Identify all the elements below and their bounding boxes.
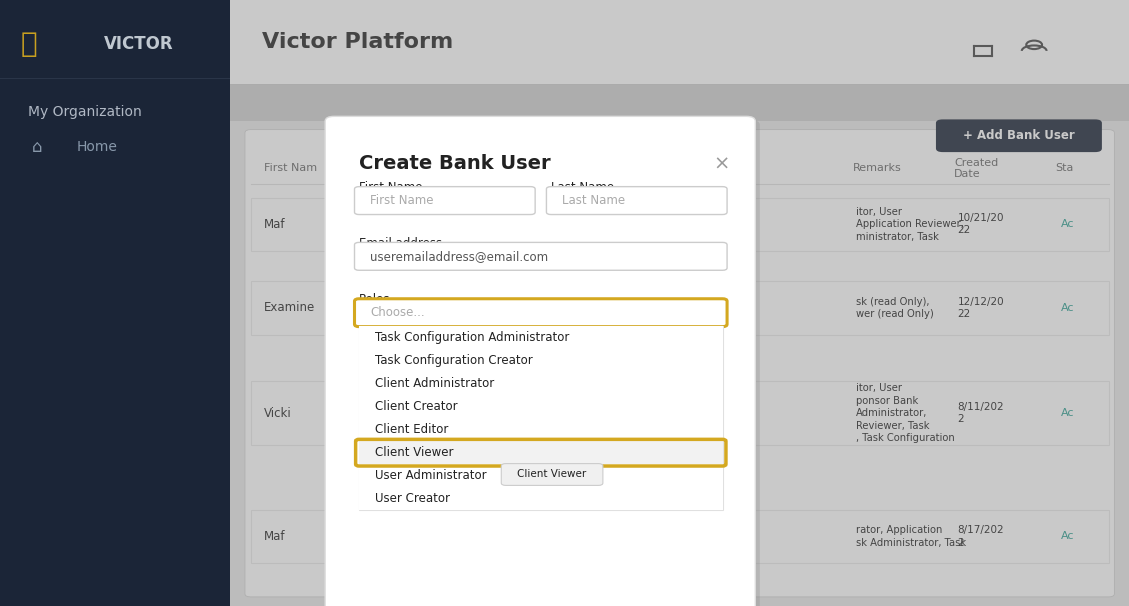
Text: Examine: Examine <box>264 301 315 315</box>
FancyBboxPatch shape <box>355 242 727 270</box>
Text: User Administrator: User Administrator <box>375 469 487 482</box>
Text: VICTOR: VICTOR <box>104 35 174 53</box>
Text: ⌂: ⌂ <box>32 138 42 156</box>
Text: Ac: Ac <box>1061 531 1075 541</box>
Text: Email address: Email address <box>359 237 443 250</box>
Text: First Nam: First Nam <box>264 164 317 173</box>
FancyBboxPatch shape <box>245 130 1114 597</box>
FancyBboxPatch shape <box>0 0 230 606</box>
Text: Ac: Ac <box>1061 303 1075 313</box>
FancyBboxPatch shape <box>0 78 230 79</box>
FancyBboxPatch shape <box>936 119 1102 152</box>
Text: ⛩: ⛩ <box>20 30 37 58</box>
Text: Last Name: Last Name <box>551 181 614 194</box>
Text: ×: × <box>714 154 729 173</box>
Text: Home: Home <box>77 140 117 155</box>
Text: itor, User
ponsor Bank
Administrator,
Reviewer, Task
, Task Configuration: itor, User ponsor Bank Administrator, Re… <box>856 384 954 443</box>
FancyBboxPatch shape <box>359 349 723 372</box>
FancyBboxPatch shape <box>501 464 603 485</box>
FancyBboxPatch shape <box>251 382 1109 445</box>
Text: First Name: First Name <box>359 181 422 194</box>
Text: 8/11/202
2: 8/11/202 2 <box>957 402 1004 424</box>
Text: Roles: Roles <box>359 293 391 306</box>
Text: Client Administrator: Client Administrator <box>375 377 495 390</box>
Text: + Add Bank User: + Add Bank User <box>963 129 1075 142</box>
Text: Client Viewer: Client Viewer <box>375 446 454 459</box>
Text: Victor Platform: Victor Platform <box>262 32 453 52</box>
Text: Choose...: Choose... <box>370 306 425 319</box>
FancyBboxPatch shape <box>359 464 723 487</box>
FancyBboxPatch shape <box>359 395 723 418</box>
Text: Maf: Maf <box>264 530 286 543</box>
Text: Client Viewer: Client Viewer <box>517 470 587 479</box>
Text: 10/21/20
22: 10/21/20 22 <box>957 213 1004 235</box>
Text: My Organization: My Organization <box>28 105 142 119</box>
Text: Ac: Ac <box>1061 219 1075 229</box>
FancyBboxPatch shape <box>359 326 723 349</box>
Text: useremailaddress@email.com: useremailaddress@email.com <box>370 250 549 263</box>
FancyBboxPatch shape <box>355 299 727 327</box>
Text: Task Configuration Administrator: Task Configuration Administrator <box>375 331 569 344</box>
FancyBboxPatch shape <box>359 372 723 395</box>
FancyBboxPatch shape <box>251 153 1109 184</box>
FancyBboxPatch shape <box>230 85 1129 121</box>
FancyBboxPatch shape <box>359 487 723 510</box>
FancyBboxPatch shape <box>355 187 535 215</box>
Text: Client Creator: Client Creator <box>375 400 457 413</box>
FancyBboxPatch shape <box>546 187 727 215</box>
Text: sk (read Only),
wer (read Only): sk (read Only), wer (read Only) <box>856 297 934 319</box>
FancyBboxPatch shape <box>325 116 755 606</box>
FancyBboxPatch shape <box>251 198 1109 251</box>
Text: Sta: Sta <box>1056 164 1074 173</box>
FancyBboxPatch shape <box>230 0 1129 606</box>
FancyBboxPatch shape <box>230 0 1129 606</box>
Text: Create Bank User: Create Bank User <box>359 154 551 173</box>
Text: rator, Application
sk Administrator, Task: rator, Application sk Administrator, Tas… <box>856 525 966 547</box>
Text: 12/12/20
22: 12/12/20 22 <box>957 297 1004 319</box>
FancyBboxPatch shape <box>359 441 723 464</box>
Text: Last Name: Last Name <box>562 194 625 207</box>
FancyBboxPatch shape <box>359 418 723 441</box>
Text: Client Editor: Client Editor <box>375 423 448 436</box>
Text: Vicki: Vicki <box>264 407 292 420</box>
Text: Task Configuration Creator: Task Configuration Creator <box>375 354 533 367</box>
Text: 8/17/202
2: 8/17/202 2 <box>957 525 1004 547</box>
FancyBboxPatch shape <box>230 84 1129 85</box>
FancyBboxPatch shape <box>330 120 760 606</box>
FancyBboxPatch shape <box>251 510 1109 563</box>
FancyBboxPatch shape <box>251 281 1109 335</box>
Text: Maf: Maf <box>264 218 286 231</box>
Text: itor, User
Application Reviewer,
ministrator, Task: itor, User Application Reviewer, ministr… <box>856 207 964 242</box>
Text: Ac: Ac <box>1061 408 1075 418</box>
FancyBboxPatch shape <box>359 326 723 510</box>
Text: User Creator: User Creator <box>375 492 449 505</box>
FancyBboxPatch shape <box>230 0 1129 84</box>
Text: Created
Date: Created Date <box>954 158 998 179</box>
Text: Remarks: Remarks <box>852 164 901 173</box>
Text: First Name: First Name <box>370 194 434 207</box>
